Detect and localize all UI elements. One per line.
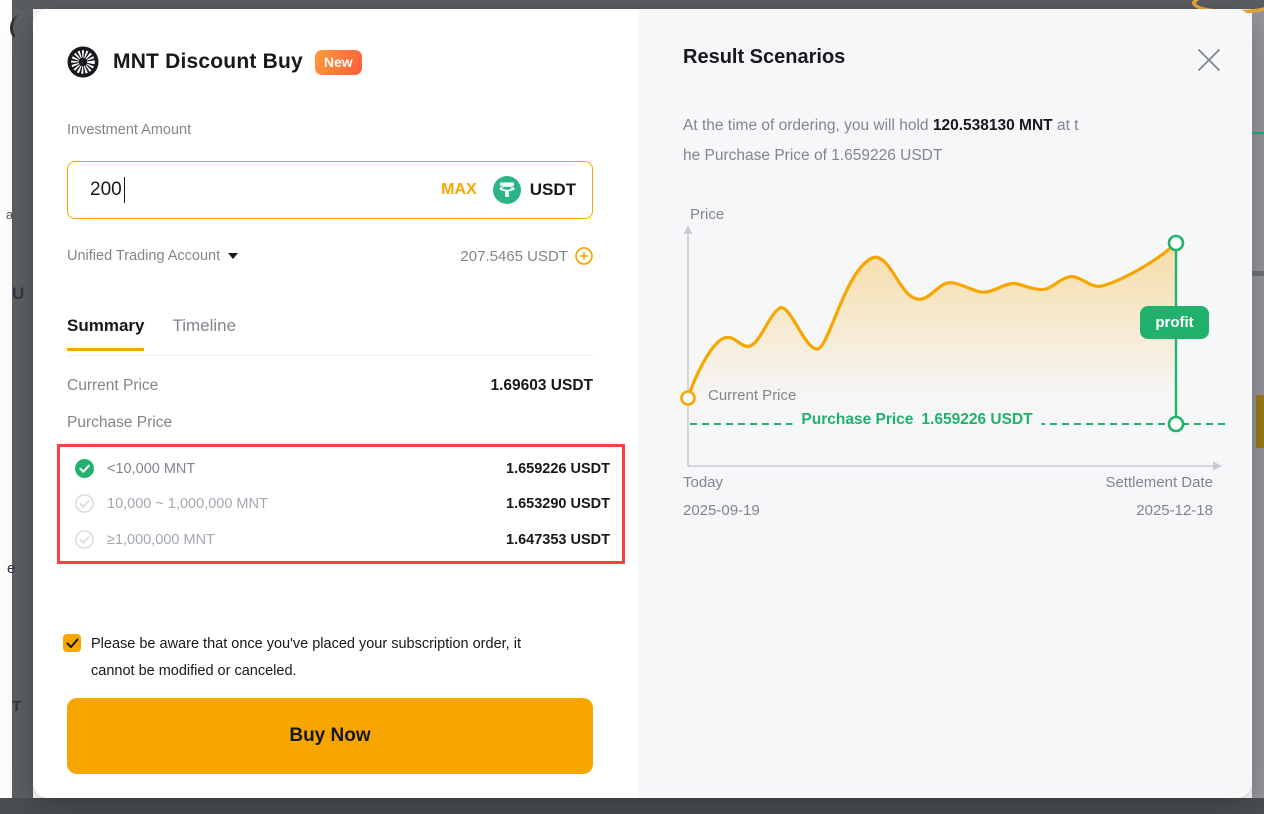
check-icon xyxy=(66,638,78,648)
x-axis-start-label: Today xyxy=(683,474,724,491)
disclaimer-row: Please be aware that once you've placed … xyxy=(63,631,598,685)
current-price-chart-label: Current Price xyxy=(708,387,797,404)
scenarios-description: At the time of ordering, you will hold 1… xyxy=(683,111,1223,171)
disclaimer-text: Please be aware that once you've placed … xyxy=(91,631,521,685)
tab-summary[interactable]: Summary xyxy=(67,316,145,351)
purchase-price-line-label: Purchase Price 1.659226 USDT xyxy=(792,411,1042,429)
purchase-price-line-value: 1.659226 USDT xyxy=(921,411,1033,428)
tier-range: <10,000 MNT xyxy=(107,460,196,477)
tier-row[interactable]: ≥1,000,000 MNT 1.647353 USDT xyxy=(75,530,610,549)
x-axis-start-date: 2025-09-19 xyxy=(683,502,760,519)
price-curve xyxy=(686,241,1178,400)
purchase-price-row: Purchase Price xyxy=(67,414,593,432)
check-circle-outline-icon xyxy=(75,494,94,513)
new-badge: New xyxy=(314,49,362,75)
current-price-value: 1.69603 USDT xyxy=(490,377,593,394)
text-cursor xyxy=(123,177,126,203)
mnt-token-icon xyxy=(67,46,99,78)
tier-price: 1.653290 USDT xyxy=(506,495,610,512)
settlement-price-marker xyxy=(1167,234,1185,252)
usdt-coin-icon[interactable] xyxy=(492,176,521,204)
account-balance: 207.5465 USDT xyxy=(460,247,568,265)
page-title: MNT Discount Buy xyxy=(113,50,303,73)
tab-timeline[interactable]: Timeline xyxy=(172,316,237,335)
tier-price: 1.647353 USDT xyxy=(506,531,610,548)
tier-highlight-box: <10,000 MNT 1.659226 USDT 10,000 ~ 1,000… xyxy=(57,444,625,564)
scenarios-title: Result Scenarios xyxy=(683,46,846,68)
background-overlay-bottom xyxy=(0,798,1264,814)
current-price-marker xyxy=(680,390,696,406)
background-overlay-top xyxy=(12,0,1264,9)
agree-checkbox[interactable] xyxy=(63,634,81,652)
background-text-fragment: U xyxy=(12,284,25,303)
description-suffix: at t xyxy=(1052,117,1079,134)
disclaimer-line1: Please be aware that once you've placed … xyxy=(91,636,521,652)
account-selector[interactable]: Unified Trading Account xyxy=(67,248,221,264)
purchase-price-line-title: Purchase Price xyxy=(801,411,914,428)
disclaimer-line2: cannot be modified or canceled. xyxy=(91,663,297,679)
check-circle-outline-icon xyxy=(75,530,94,549)
deposit-plus-icon[interactable] xyxy=(575,247,593,265)
background-text-fragment: a xyxy=(6,207,14,222)
currency-label[interactable]: USDT xyxy=(529,180,576,199)
order-panel: MNT Discount Buy New Investment Amount 2… xyxy=(33,9,638,798)
background-dash-fragment xyxy=(1253,132,1264,134)
tier-row[interactable]: 10,000 ~ 1,000,000 MNT 1.653290 USDT xyxy=(75,494,610,513)
y-axis-arrow xyxy=(683,225,693,234)
background-text-fragment: T xyxy=(12,698,22,715)
background-text-fragment: e xyxy=(7,560,16,577)
tab-bar: Summary Timeline xyxy=(67,316,236,351)
investment-amount-input[interactable]: 200 MAX USDT xyxy=(67,161,593,219)
background-chart-fragment xyxy=(1256,395,1264,448)
tier-range: ≥1,000,000 MNT xyxy=(107,531,215,548)
discount-buy-modal: MNT Discount Buy New Investment Amount 2… xyxy=(33,9,1252,798)
investment-amount-value[interactable]: 200 xyxy=(90,179,122,200)
check-circle-filled-icon xyxy=(75,459,94,478)
x-axis-arrow xyxy=(1213,461,1222,471)
x-axis-end-label: Settlement Date xyxy=(1105,474,1213,491)
modal-header: MNT Discount Buy New xyxy=(67,46,362,78)
purchase-price-marker xyxy=(1167,415,1185,433)
description-line2: he Purchase Price of 1.659226 USDT xyxy=(683,147,943,164)
background-divider-fragment xyxy=(1252,271,1264,276)
close-icon[interactable] xyxy=(1196,47,1222,73)
price-area xyxy=(688,243,1176,421)
profit-badge: profit xyxy=(1140,306,1209,339)
background-logo-fragment xyxy=(10,15,30,41)
tier-row-selected[interactable]: <10,000 MNT 1.659226 USDT xyxy=(75,459,610,478)
holding-amount: 120.538130 MNT xyxy=(932,117,1053,134)
tab-divider xyxy=(67,355,593,356)
max-button[interactable]: MAX xyxy=(441,181,477,198)
current-price-row: Current Price 1.69603 USDT xyxy=(67,377,593,395)
buy-now-button[interactable]: Buy Now xyxy=(67,698,593,774)
tier-range: 10,000 ~ 1,000,000 MNT xyxy=(107,495,268,512)
background-overlay-left xyxy=(12,9,33,798)
result-scenarios-panel: Result Scenarios At the time of ordering… xyxy=(638,9,1252,798)
account-row: Unified Trading Account 207.5465 USDT xyxy=(67,247,593,265)
investment-amount-label: Investment Amount xyxy=(67,122,192,138)
background-left-edge xyxy=(0,0,12,798)
x-axis-end-date: 2025-12-18 xyxy=(1136,502,1213,519)
tier-price: 1.659226 USDT xyxy=(506,460,610,477)
purchase-price-label: Purchase Price xyxy=(67,414,173,431)
chevron-down-icon[interactable] xyxy=(228,253,239,259)
description-prefix: At the time of ordering, you will hold xyxy=(683,117,933,134)
current-price-label: Current Price xyxy=(67,377,159,394)
y-axis-label: Price xyxy=(690,206,725,223)
